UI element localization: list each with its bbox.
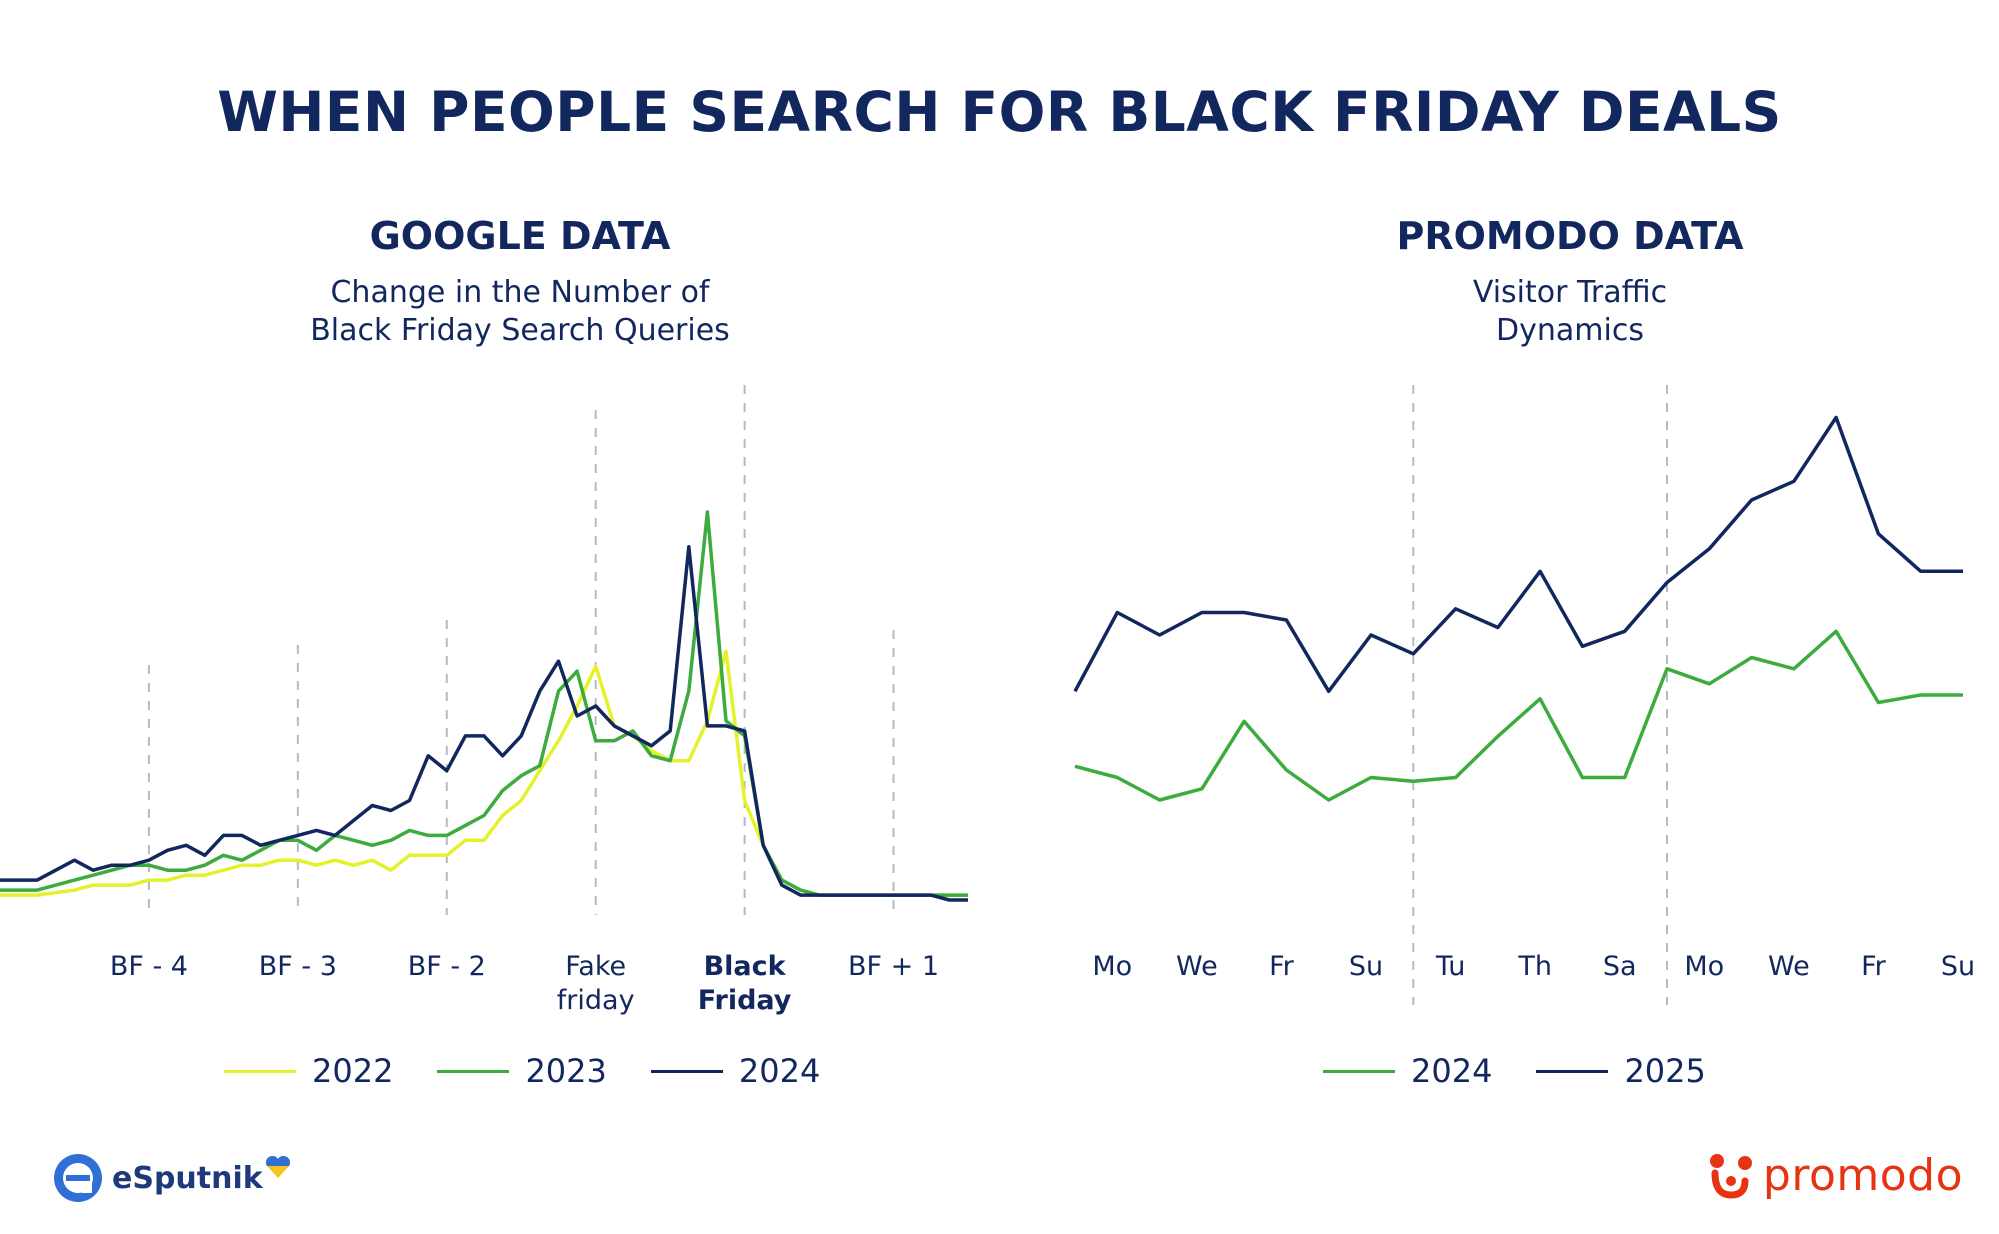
google-x-tick-label: Black [704,951,787,982]
promodo-x-tick-label: We [1768,951,1810,982]
promodo-x-tick-label: Sa [1603,951,1637,982]
promodo-series-line-2024 [1074,629,1963,802]
promodo-subtitle-line2: Dynamics [1496,313,1644,348]
promodo-logo-text: promodo [1762,1150,1963,1201]
promodo-x-tick-label: Mo [1092,951,1132,982]
promodo-legend: 2024 2025 [1323,1052,1750,1090]
legend-label-2022: 2022 [312,1052,394,1090]
promodo-x-tick-label: We [1176,951,1218,982]
google-x-tick-label: BF + 1 [848,951,939,982]
heart-icon [265,1155,290,1178]
esputnik-logo-icon [54,1154,102,1202]
legend-item-2022: 2022 [224,1052,393,1090]
legend-swatch-2023 [437,1069,510,1073]
promodo-x-tick-label: Su [1349,951,1383,982]
legend-label-2023: 2023 [525,1052,607,1090]
promodo-subtitle-line1: Visitor Traffic [1472,275,1668,310]
google-panel-title: GOOGLE DATA [369,214,671,258]
google-series-line-2024 [0,545,968,902]
promodo-logo-icon [1709,1153,1752,1199]
google-x-tick-label-line2: Friday [698,985,792,1016]
legend-label-2025-promodo: 2025 [1624,1052,1706,1090]
google-x-tick-label: BF - 2 [408,951,486,982]
google-x-tick-label: BF - 4 [110,951,188,982]
google-x-tick-label: Fake [565,951,626,982]
google-subtitle-line2: Black Friday Search Queries [310,313,730,348]
promodo-x-tick-label: Th [1517,951,1552,982]
legend-item-2023: 2023 [437,1052,607,1090]
legend-swatch-2024 [650,1069,723,1073]
legend-item-2025-promodo: 2025 [1536,1052,1706,1090]
google-legend: 2022 2023 2024 [224,1052,864,1090]
legend-label-2024-promodo: 2024 [1411,1052,1493,1090]
promodo-series-line-2025 [1073,415,1963,694]
promodo-x-tick-label: Fr [1269,951,1295,982]
promodo-x-tick-label: Su [1941,951,1975,982]
legend-label-2024: 2024 [738,1052,821,1090]
promodo-x-tick-label: Tu [1435,951,1466,982]
promodo-x-tick-label: Fr [1861,951,1887,982]
legend-item-2024: 2024 [650,1052,821,1090]
promodo-x-tick-label: Mo [1684,951,1724,982]
google-x-tick-label: BF - 3 [259,951,337,982]
legend-swatch-2024-promodo [1323,1069,1395,1073]
esputnik-logo: eSputnik [52,1152,291,1204]
google-series-line-2022 [0,649,968,897]
promodo-logo: promodo [1705,1150,1963,1201]
google-subtitle-line1: Change in the Number of [330,275,710,310]
main-title: WHEN PEOPLE SEARCH FOR BLACK FRIDAY DEAL… [217,80,1782,144]
legend-swatch-2022 [224,1069,296,1073]
promodo-panel-title: PROMODO DATA [1396,214,1744,258]
legend-swatch-2025-promodo [1536,1069,1609,1073]
legend-item-2024-promodo: 2024 [1323,1052,1492,1090]
esputnik-logo-text: eSputnik [112,1160,263,1196]
google-x-tick-label-line2: friday [557,985,635,1016]
promodo-chart: Mo We Fr Su Tu Th Sa Mo We Fr Su [1073,385,1975,1005]
